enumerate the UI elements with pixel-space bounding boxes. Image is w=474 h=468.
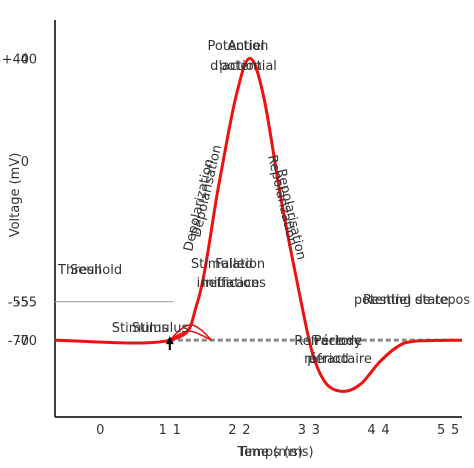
y-axis-title: Voltage (mV) bbox=[8, 153, 23, 238]
annotation-resting-state: Resting state bbox=[363, 293, 448, 308]
y-tick-label-2: 0 bbox=[21, 155, 29, 170]
y-tick-label-4: -70 bbox=[8, 334, 29, 349]
stimulus-arrow-icon bbox=[165, 336, 174, 351]
annotation-failed-initiations-line1: Failed bbox=[215, 257, 253, 272]
x-tick-label-6-2: 5 bbox=[451, 423, 459, 438]
x-tick-label-2-1: 1 bbox=[159, 423, 167, 438]
y-tick-label-overlay-3: -55 bbox=[16, 296, 37, 311]
x-tick-label-4-2: 3 bbox=[312, 423, 320, 438]
x-tick-label-5-1: 4 bbox=[367, 423, 375, 438]
failed-initiation-curve-2 bbox=[169, 330, 212, 341]
x-tick-label-5-2: 4 bbox=[381, 423, 389, 438]
annotation-threshold-overlay: Seuil bbox=[70, 263, 102, 278]
annotation-action-potential-line1: Action bbox=[228, 39, 269, 54]
y-tick-label-overlay-1: 40 bbox=[20, 52, 37, 67]
annotation-threshold: Threshold bbox=[57, 263, 122, 278]
annotation-resting-state-overlay: potentiel de repos bbox=[354, 293, 470, 308]
y-tick-label-3: -55 bbox=[8, 296, 29, 311]
x-tick-label-1-1: 0 bbox=[96, 423, 104, 438]
annotation-refractory-period-line2: period bbox=[307, 352, 348, 367]
annotation-refractory-period-overlay-line1: Période bbox=[314, 334, 363, 349]
x-tick-label-6-1: 5 bbox=[437, 423, 445, 438]
x-axis-title-overlay: Temps (ms) bbox=[237, 445, 313, 460]
y-tick-label-1: +40 bbox=[2, 52, 29, 67]
annotation-refractory-period-overlay-line2: réfractaire bbox=[304, 352, 372, 367]
x-tick-label-2-2: 1 bbox=[173, 423, 181, 438]
annotation-failed-initiations-overlay-line2: inefficace bbox=[197, 276, 260, 291]
x-axis-title: Time (ms) bbox=[236, 445, 303, 460]
x-tick-label-4-1: 3 bbox=[298, 423, 306, 438]
annotation-stimulus: Stimulus bbox=[112, 321, 169, 336]
annotation-stimulus-overlay: Stimulus bbox=[132, 321, 189, 336]
action-potential-series-line bbox=[54, 56, 463, 393]
y-tick-label-overlay-4: -70 bbox=[16, 334, 37, 349]
annotation-refractory-period-line1: Refractory bbox=[294, 334, 362, 349]
x-tick-label-3-1: 2 bbox=[228, 423, 236, 438]
annotation-action-potential-overlay-line1: Potentiel bbox=[208, 39, 265, 54]
annotation-failed-initiations-line2: initiations bbox=[202, 276, 266, 291]
annotation-action-potential-overlay-line2: d'action bbox=[210, 59, 262, 74]
annotation-action-potential-line2: potential bbox=[219, 59, 277, 74]
annotation-failed-initiations-overlay-line1: Stimulation bbox=[191, 257, 265, 272]
x-tick-label-3-2: 2 bbox=[242, 423, 250, 438]
